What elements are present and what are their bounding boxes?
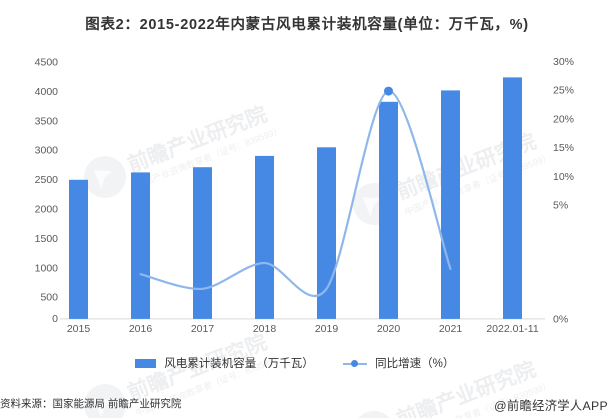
- svg-text:500: 500: [40, 292, 58, 304]
- svg-text:4500: 4500: [35, 57, 59, 69]
- svg-text:30%: 30%: [553, 56, 574, 68]
- svg-text:3500: 3500: [35, 115, 59, 127]
- svg-text:15%: 15%: [553, 142, 574, 154]
- svg-text:20%: 20%: [553, 113, 574, 125]
- svg-text:1000: 1000: [35, 262, 59, 274]
- svg-text:2018: 2018: [253, 323, 277, 335]
- svg-text:0: 0: [52, 313, 58, 325]
- svg-text:2015: 2015: [67, 323, 91, 335]
- svg-text:2000: 2000: [35, 204, 59, 216]
- svg-text:0%: 0%: [553, 314, 568, 326]
- svg-text:2021: 2021: [439, 323, 463, 335]
- svg-text:2017: 2017: [191, 323, 215, 335]
- svg-text:4000: 4000: [35, 86, 59, 98]
- svg-text:5%: 5%: [553, 200, 568, 212]
- svg-text:2500: 2500: [35, 174, 59, 186]
- svg-text:2019: 2019: [315, 323, 339, 335]
- svg-text:3000: 3000: [35, 145, 59, 157]
- svg-text:2016: 2016: [129, 323, 153, 335]
- svg-text:2022.01-11: 2022.01-11: [486, 323, 539, 335]
- svg-text:1500: 1500: [35, 233, 59, 245]
- svg-text:10%: 10%: [553, 171, 574, 183]
- svg-text:25%: 25%: [553, 85, 574, 97]
- svg-text:2020: 2020: [377, 323, 401, 335]
